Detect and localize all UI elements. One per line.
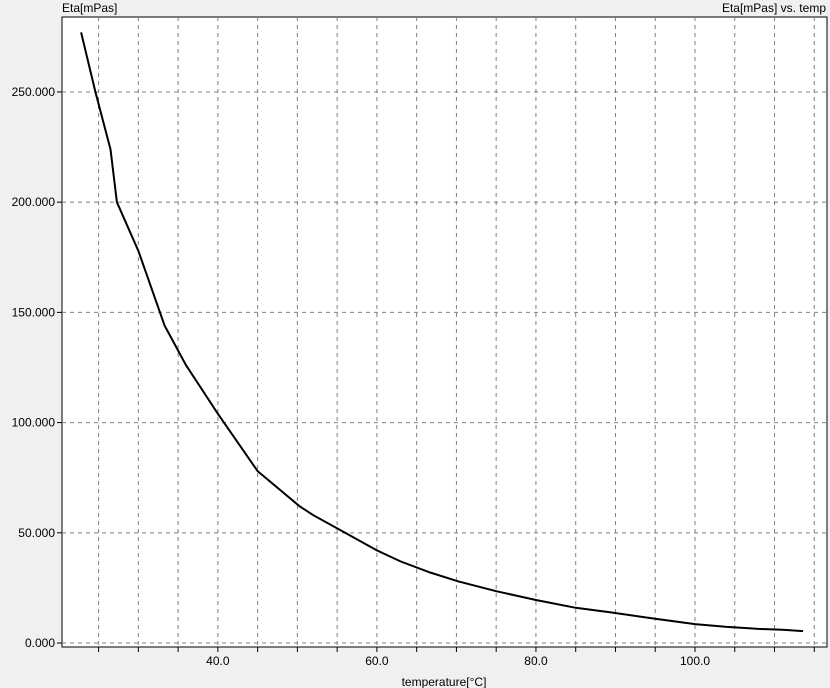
y-tick-label: 250.000 (12, 85, 56, 99)
series-line (80, 32, 804, 633)
y-tick-label: 50.000 (18, 526, 55, 540)
y-tick-label: 200.000 (12, 195, 56, 209)
y-tick-label: 150.000 (12, 305, 56, 319)
chart-title: Eta[mPas] vs. temp (722, 1, 826, 15)
y-tick-label: 0.000 (25, 636, 55, 650)
y-tick-label: 100.000 (12, 416, 56, 430)
x-axis: 40.0 60.0 80.0 100.0 (98, 647, 815, 668)
x-axis-label: temperature[°C] (402, 675, 487, 688)
plot-area (61, 16, 828, 648)
x-tick-label: 40.0 (206, 654, 230, 668)
grid (62, 17, 827, 647)
y-axis-label: Eta[mPas] (62, 1, 117, 15)
y-axis: 0.000 50.000 100.000 150.000 200.000 250.000 (12, 85, 62, 650)
x-tick-label: 80.0 (524, 654, 548, 668)
x-tick-label: 60.0 (365, 654, 389, 668)
x-tick-label: 100.0 (680, 654, 710, 668)
